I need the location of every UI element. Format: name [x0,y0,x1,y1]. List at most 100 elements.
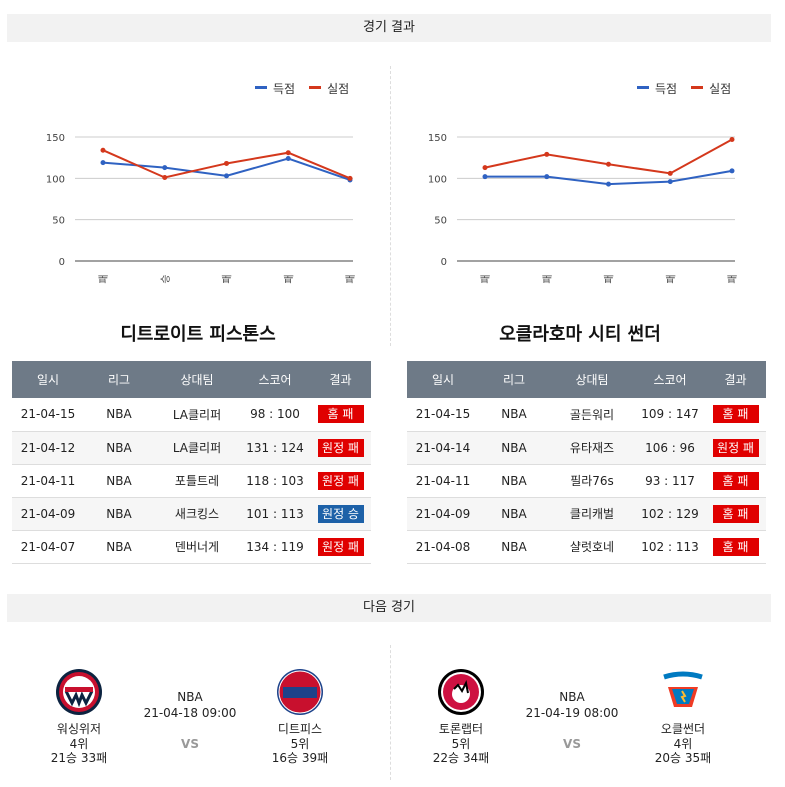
cell-score: 106 : 96 [635,431,705,465]
left-team-title: 디트로이트 피스톤스 [120,324,276,345]
x-tick-label: 패 [542,274,554,283]
cell-date: 21-04-09 [12,497,84,531]
y-tick-label: 0 [441,257,447,268]
y-tick-label: 100 [46,174,65,185]
results-section-title: 경기 결과 [7,14,771,42]
right-team-title: 오클라호마 시티 썬더 [499,324,661,345]
game-datetime: 21-04-19 08:00 [525,706,619,720]
col-opponent: 상대팀 [549,361,635,398]
cell-opponent: LA클리퍼 [154,398,240,432]
x-tick-label: 패 [665,274,677,283]
team-rank: 5위 [290,737,310,751]
data-point-scored [606,181,611,187]
legend-allowed: 실점 [309,82,349,96]
cell-opponent: 클리캐벌 [549,497,635,531]
left-score-chart: 0 50 100 150 패 승 패 패 패 득점 실점 [25,66,385,290]
y-tick-label: 50 [52,216,65,227]
vs-label: VS [563,737,581,751]
right-score-chart: 0 50 100 150 패 패 패 패 패 득점 실점 [407,66,767,290]
data-point-allowed [285,150,291,156]
cell-result: 원정 패 [310,464,371,498]
cell-league: NBA [84,530,154,564]
team-record: 20승 35패 [654,751,712,765]
next-game-1-away-team[interactable]: 디트피스 5위 16승 39패 [260,667,340,765]
cell-opponent: 덴버너게 [154,530,240,564]
cell-result: 원정 패 [310,431,371,465]
table-row[interactable]: 21-04-07 NBA 덴버너게 134 : 119 원정 패 [12,530,371,564]
cell-league: NBA [479,530,549,564]
cell-opponent: LA클리퍼 [154,431,240,465]
table-row[interactable]: 21-04-09 NBA 클리캐벌 102 : 129 홈 패 [407,497,766,531]
table-row[interactable]: 21-04-11 NBA 포틀트레 118 : 103 원정 패 [12,464,371,498]
cell-score: 98 : 100 [240,398,310,432]
section-divider [390,66,391,346]
data-point-scored [100,160,106,166]
x-tick-label: 패 [98,274,110,283]
left-chart-svg: 0 50 100 150 패 승 패 패 패 [46,133,357,284]
legend-scored: 득점 [255,82,295,96]
table-row[interactable]: 21-04-15 NBA 골든워리 109 : 147 홈 패 [407,398,766,432]
next-game-1-home-team[interactable]: 워싱위저 4위 21승 33패 [39,667,119,765]
pistons-logo [275,667,325,717]
cell-date: 21-04-15 [12,398,84,432]
data-point-scored [482,174,488,180]
cell-score: 93 : 117 [635,464,705,498]
result-badge: 원정 패 [712,438,759,457]
table-row[interactable]: 21-04-12 NBA LA클리퍼 131 : 124 원정 패 [12,431,371,465]
data-point-allowed [667,170,673,176]
next-games-divider [390,645,391,780]
right-chart-legend: 득점 실점 [637,80,731,97]
cell-date: 21-04-09 [407,497,479,531]
wizards-logo [54,667,104,717]
col-date: 일시 [12,361,84,398]
table-row[interactable]: 21-04-14 NBA 유타재즈 106 : 96 원정 패 [407,431,766,465]
thunder-logo [658,667,708,717]
cell-score: 131 : 124 [240,431,310,465]
cell-opponent: 필라76s [549,464,635,498]
cell-result: 홈 패 [310,398,371,432]
table-row[interactable]: 21-04-08 NBA 샬럿호네 102 : 113 홈 패 [407,530,766,564]
cell-league: NBA [84,398,154,432]
cell-date: 21-04-11 [12,464,84,498]
y-tick-label: 150 [428,133,447,144]
cell-score: 102 : 129 [635,497,705,531]
x-tick-label: 패 [345,274,357,283]
team-record: 16승 39패 [271,751,329,765]
cell-result: 홈 패 [705,497,766,531]
next-game-2-home-team[interactable]: 토론랩터 5위 22승 34패 [421,667,501,765]
team-name: 디트피스 [277,722,323,736]
cell-score: 102 : 113 [635,530,705,564]
table-row[interactable]: 21-04-15 NBA LA클리퍼 98 : 100 홈 패 [12,398,371,432]
cell-league: NBA [84,431,154,465]
cell-league: NBA [479,431,549,465]
col-result: 결과 [705,361,766,398]
next-game-2-away-team[interactable]: 오클썬더 4위 20승 35패 [643,667,723,765]
x-tick-label: 패 [283,274,295,283]
data-point-scored [224,173,229,179]
y-tick-label: 0 [59,257,65,268]
team-record: 22승 34패 [432,751,490,765]
result-badge: 홈 패 [712,471,759,490]
data-point-allowed [729,136,735,142]
result-badge: 원정 패 [317,471,364,490]
table-row[interactable]: 21-04-11 NBA 필라76s 93 : 117 홈 패 [407,464,766,498]
result-badge: 원정 승 [317,504,364,523]
raptors-logo [436,667,486,717]
cell-league: NBA [84,497,154,531]
data-point-allowed [544,151,550,157]
data-point-scored [162,165,168,171]
col-opponent: 상대팀 [154,361,240,398]
result-badge: 홈 패 [317,405,364,424]
result-badge: 원정 패 [317,438,364,457]
team-record: 21승 33패 [50,751,108,765]
cell-result: 원정 패 [705,431,766,465]
vs-label: VS [181,737,199,751]
cell-date: 21-04-14 [407,431,479,465]
result-badge: 원정 패 [317,537,364,556]
table-row[interactable]: 21-04-09 NBA 새크킹스 101 : 113 원정 승 [12,497,371,531]
cell-result: 홈 패 [705,464,766,498]
cell-result: 원정 승 [310,497,371,531]
legend-scored: 득점 [637,82,677,96]
y-tick-label: 150 [46,133,65,144]
cell-league: NBA [479,464,549,498]
